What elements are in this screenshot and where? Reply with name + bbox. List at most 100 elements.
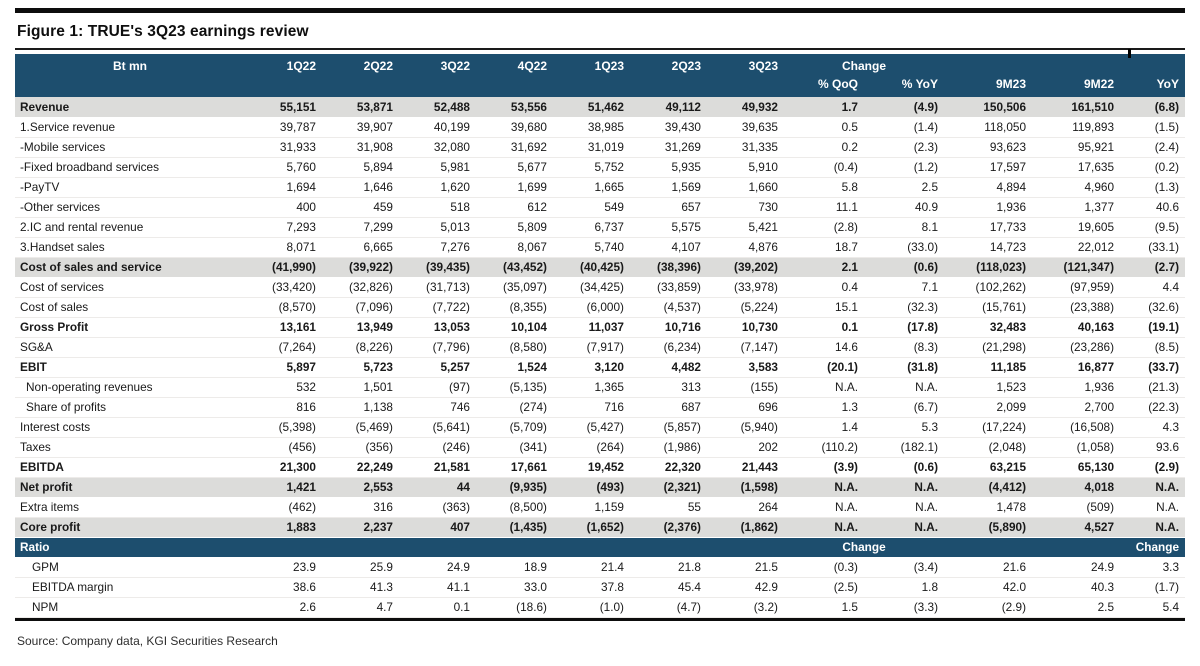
value-cell: 21.4 <box>553 557 630 578</box>
value-cell: 7,293 <box>245 217 322 238</box>
row-label: NPM <box>15 597 245 618</box>
table-row: EBIT 5,897 5,723 5,257 1,524 3,120 4,482 3,583(… <box>15 357 1186 378</box>
value-cell: (274) <box>476 397 553 418</box>
value-cell: 42.9 <box>707 577 784 598</box>
table-row: Net profit 1,421 2,553 44 (9,935) (493) (2,321… <box>15 477 1186 498</box>
value-cell: 22,249 <box>322 457 399 478</box>
value-cell: 17,597 <box>944 157 1033 178</box>
value-cell: 5,740 <box>553 237 630 258</box>
value-cell: 1,936 <box>944 197 1033 218</box>
value-cell: 33.0 <box>476 577 553 598</box>
value-cell: 42.0 <box>944 577 1033 598</box>
value-cell: 51,462 <box>553 97 630 118</box>
value-cell: (5,469) <box>322 417 399 438</box>
value-cell: 55 <box>630 497 707 518</box>
value-cell: 1,665 <box>553 177 630 198</box>
value-cell: (7,096) <box>322 297 399 318</box>
value-cell: 0.1 <box>784 317 864 338</box>
table-row: -PayTV 1,694 1,646 1,620 1,699 1,665 1,569 1,66… <box>15 177 1186 198</box>
ratio-band-label: Ratio <box>15 537 245 557</box>
column-header: 1Q22 <box>245 54 322 77</box>
value-cell: 21,443 <box>707 457 784 478</box>
value-cell: 264 <box>707 497 784 518</box>
value-cell: (462) <box>245 497 322 518</box>
value-cell: (39,922) <box>322 257 399 278</box>
value-cell: 21.8 <box>630 557 707 578</box>
value-cell: 39,680 <box>476 117 553 138</box>
value-cell: (155) <box>707 377 784 398</box>
value-cell: 44 <box>399 477 476 498</box>
value-cell: (1,862) <box>707 517 784 538</box>
value-cell: 2.6 <box>245 597 322 618</box>
row-label: Interest costs <box>15 417 245 438</box>
value-cell: (33,420) <box>245 277 322 298</box>
value-cell: (2,048) <box>944 437 1033 458</box>
value-cell: 39,907 <box>322 117 399 138</box>
value-cell: 532 <box>245 377 322 398</box>
value-cell: 400 <box>245 197 322 218</box>
table-row: NPM 2.6 4.7 0.1 (18.6) (1.0) (4.7) (3.2) 1.5 (3.3… <box>15 597 1186 618</box>
title-divider <box>15 48 1185 50</box>
value-cell: 1,660 <box>707 177 784 198</box>
value-cell: 1,478 <box>944 497 1033 518</box>
table-row: EBITDA margin 38.6 41.3 41.1 33.0 37.8 45.4 42.… <box>15 577 1186 598</box>
value-cell: (5,890) <box>944 517 1033 538</box>
value-cell: (2.5) <box>784 577 864 598</box>
value-cell: N.A. <box>1120 517 1186 538</box>
value-cell: (3.2) <box>707 597 784 618</box>
value-cell: (8.3) <box>864 337 945 358</box>
value-cell: 2,700 <box>1032 397 1121 418</box>
value-cell: (1,058) <box>1032 437 1121 458</box>
value-cell: (31.8) <box>864 357 945 378</box>
value-cell: (509) <box>1032 497 1121 518</box>
table-row: GPM 23.9 25.9 24.9 18.9 21.4 21.8 21.5 (0.3) (3.4… <box>15 557 1186 578</box>
value-cell: 40,163 <box>1032 317 1121 338</box>
value-cell: (456) <box>245 437 322 458</box>
value-cell: 4.4 <box>1120 277 1186 298</box>
value-cell: 2,553 <box>322 477 399 498</box>
value-cell: 32,080 <box>399 137 476 158</box>
value-cell: 22,320 <box>630 457 707 478</box>
column-header: 1Q23 <box>553 54 630 77</box>
value-cell: 4,527 <box>1032 517 1121 538</box>
value-cell: 7.1 <box>864 277 945 298</box>
value-cell: 21.5 <box>707 557 784 578</box>
value-cell: (35,097) <box>476 277 553 298</box>
value-cell: (7,147) <box>707 337 784 358</box>
value-cell: 1,936 <box>1032 377 1121 398</box>
value-cell: 549 <box>553 197 630 218</box>
value-cell: 1,699 <box>476 177 553 198</box>
value-cell: (1.5) <box>1120 117 1186 138</box>
value-cell: (20.1) <box>784 357 864 378</box>
value-cell: (5,641) <box>399 417 476 438</box>
value-cell: (23,388) <box>1032 297 1121 318</box>
value-cell: (5,857) <box>630 417 707 438</box>
value-cell: 5,935 <box>630 157 707 178</box>
value-cell: (17,224) <box>944 417 1033 438</box>
value-cell: (7,264) <box>245 337 322 358</box>
value-cell: 5,760 <box>245 157 322 178</box>
value-cell: 13,161 <box>245 317 322 338</box>
value-cell: (1.0) <box>553 597 630 618</box>
value-cell: (8,226) <box>322 337 399 358</box>
value-cell: 1,138 <box>322 397 399 418</box>
value-cell: (4,537) <box>630 297 707 318</box>
unit-header-cell: Bt mn <box>15 54 245 77</box>
value-cell: 2.5 <box>1032 597 1121 618</box>
value-cell: (39,202) <box>707 257 784 278</box>
value-cell: 4,482 <box>630 357 707 378</box>
value-cell: N.A. <box>864 517 945 538</box>
value-cell: 5,894 <box>322 157 399 178</box>
value-cell: (31,713) <box>399 277 476 298</box>
row-label: SG&A <box>15 337 245 358</box>
value-cell: 17,635 <box>1032 157 1121 178</box>
value-cell: N.A. <box>784 517 864 538</box>
row-label: -PayTV <box>15 177 245 198</box>
value-cell: 17,661 <box>476 457 553 478</box>
value-cell: (2.4) <box>1120 137 1186 158</box>
value-cell: 1,620 <box>399 177 476 198</box>
value-cell: (1.2) <box>864 157 945 178</box>
value-cell: (15,761) <box>944 297 1033 318</box>
value-cell: 40.9 <box>864 197 945 218</box>
value-cell: 38,985 <box>553 117 630 138</box>
